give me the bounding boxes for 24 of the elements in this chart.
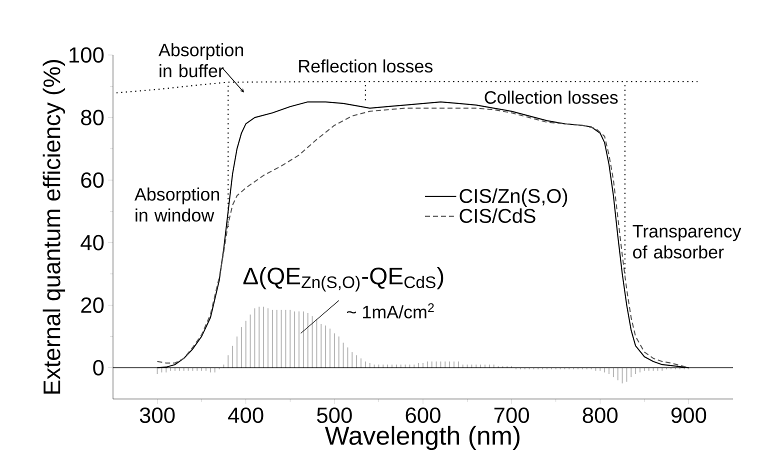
x-tick-label: 300	[140, 407, 175, 424]
annotation: Collection losses	[484, 90, 618, 104]
y-tick-label: 40	[80, 234, 104, 250]
y-tick-label: 100	[70, 47, 104, 63]
x-tick-label: 500	[317, 407, 352, 424]
x-tick-label: 700	[494, 407, 529, 424]
x-axis-title: Wavelength (nm)	[324, 426, 520, 450]
y-tick-label: 60	[81, 172, 104, 188]
x-tick-label: 600	[406, 407, 440, 424]
annotation: Absorption in window	[134, 188, 220, 222]
y-axis-title: External quantum efficiency (%)	[42, 60, 66, 394]
annotation: Reflection losses	[299, 59, 433, 73]
annotation: ~ 1mA/cm$^{2}$	[347, 303, 434, 318]
legend-label: CIS/CdS	[460, 208, 536, 223]
legend-label: CIS/Zn(S,O)	[460, 188, 568, 207]
x-tick-label: 400	[228, 407, 264, 424]
annotation: Transparency of absorber	[632, 225, 742, 258]
x-tick-label: 800	[582, 407, 618, 424]
x-tick-label: 900	[671, 407, 706, 424]
y-tick-label: 0	[93, 360, 104, 376]
y-tick-label: 80	[81, 110, 104, 126]
annotation: Δ(QE$_{Zn(S,O)}$-QE$_{CdS}$)	[243, 266, 444, 292]
annotation: Absorption in buffer	[158, 43, 244, 78]
y-tick-label: 20	[81, 297, 104, 313]
